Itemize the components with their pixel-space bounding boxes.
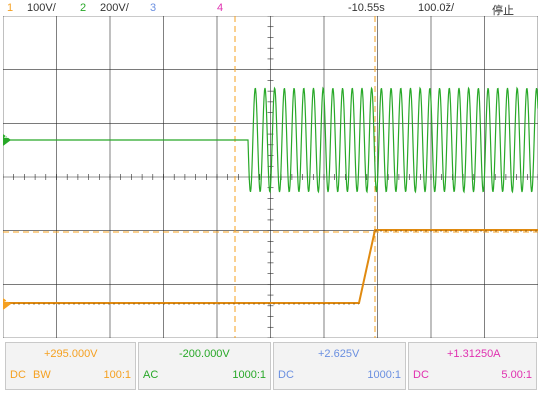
- ch1-trace: [3, 229, 538, 304]
- ch1-offset: +295.000V: [44, 348, 98, 360]
- ch2-info-panel[interactable]: -200.000V AC 1000:1: [138, 342, 271, 390]
- ch4-offset: +1.31250A: [447, 348, 501, 360]
- ch1-probe: 100:1: [103, 369, 131, 381]
- ch2-scale[interactable]: 200V/: [100, 2, 129, 14]
- status-bar: 1 100V/ 2 200V/ 3 4 -10.55s 100.0ž/ 停止: [0, 0, 539, 18]
- ch1-marker-label: 1: [4, 295, 9, 304]
- run-stop-status[interactable]: 停止: [492, 5, 514, 17]
- ch4-probe: 5.00:1: [501, 369, 532, 381]
- ch2-trace: [3, 86, 539, 194]
- ch1-scale[interactable]: 100V/: [27, 2, 56, 14]
- ch1-trace-noise: [3, 230, 538, 305]
- ch2-coupling: AC: [143, 369, 159, 381]
- ch1-ground-marker[interactable]: 1: [3, 295, 11, 310]
- ch4-info-panel[interactable]: +1.31250A DC 5.00:1: [408, 342, 537, 390]
- ch3-info-panel[interactable]: +2.625V DC 1000:1: [273, 342, 406, 390]
- ch3-coupling: DC: [278, 369, 294, 381]
- ch2-offset: -200.000V: [179, 348, 230, 360]
- ch2-number[interactable]: 2: [80, 2, 87, 14]
- ch3-offset: +2.625V: [318, 348, 360, 360]
- ch2-ground-marker[interactable]: 2: [3, 131, 11, 146]
- channel-info-bar: +295.000V DC BW 100:1 -200.000V AC 1000:…: [5, 342, 537, 390]
- ch1-bw-limit: BW: [33, 369, 51, 381]
- ch1-number[interactable]: 1: [7, 2, 14, 14]
- ch2-marker-label: 2: [4, 131, 9, 140]
- ch1-coupling: DC: [10, 369, 26, 381]
- scope-display: 2 1: [2, 15, 539, 339]
- ch4-coupling: DC: [413, 369, 429, 381]
- time-offset[interactable]: -10.55s: [348, 2, 385, 14]
- ch3-number[interactable]: 3: [150, 2, 157, 14]
- scope-graticule: 2 1: [2, 15, 539, 339]
- ch1-info-panel[interactable]: +295.000V DC BW 100:1: [5, 342, 136, 390]
- traces: [3, 86, 539, 305]
- time-scale[interactable]: 100.0ž/: [418, 2, 455, 14]
- ch4-number[interactable]: 4: [217, 2, 224, 14]
- ch2-probe: 1000:1: [232, 369, 266, 381]
- ch3-probe: 1000:1: [367, 369, 401, 381]
